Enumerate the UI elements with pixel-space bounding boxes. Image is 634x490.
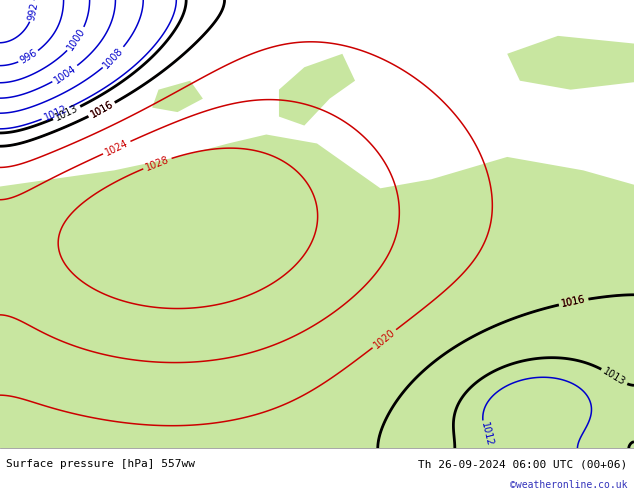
Text: 1012: 1012: [479, 421, 494, 447]
Text: 992: 992: [27, 1, 40, 21]
Polygon shape: [0, 135, 634, 457]
Polygon shape: [152, 81, 203, 112]
Text: 1004: 1004: [52, 63, 78, 85]
Text: 1012: 1012: [42, 104, 69, 123]
Text: ©weatheronline.co.uk: ©weatheronline.co.uk: [510, 480, 628, 490]
Text: 1013: 1013: [601, 366, 627, 387]
Text: 996: 996: [18, 48, 39, 66]
Text: 1016: 1016: [89, 99, 115, 120]
Text: 1024: 1024: [103, 138, 130, 157]
Text: 1016: 1016: [89, 99, 115, 120]
Polygon shape: [279, 54, 355, 125]
Text: 1020: 1020: [372, 327, 397, 350]
Text: Surface pressure [hPa] 557ww: Surface pressure [hPa] 557ww: [6, 459, 195, 469]
Text: 1008: 1008: [101, 45, 126, 70]
Text: 1028: 1028: [144, 154, 171, 172]
Text: 1013: 1013: [53, 103, 80, 123]
Text: 1000: 1000: [66, 26, 87, 52]
Text: Th 26-09-2024 06:00 UTC (00+06): Th 26-09-2024 06:00 UTC (00+06): [418, 459, 628, 469]
Text: 1016: 1016: [560, 294, 586, 309]
Text: 1016: 1016: [560, 294, 586, 309]
Polygon shape: [507, 36, 634, 90]
